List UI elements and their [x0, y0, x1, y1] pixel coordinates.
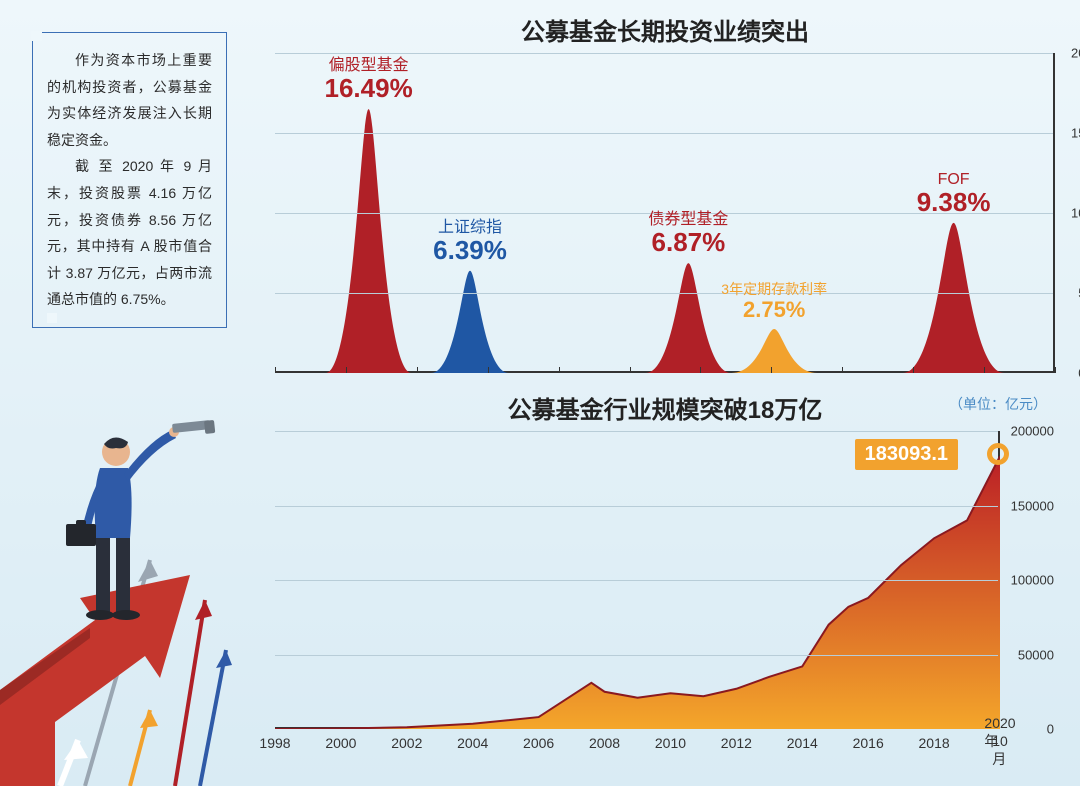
chart1-peak [431, 271, 509, 373]
chart2-xlabel: 2008 [589, 735, 620, 751]
chart2-xlabel: 2010 [655, 735, 686, 751]
chart1-xtick [559, 367, 560, 373]
chart1-gridline [275, 133, 1053, 134]
chart1-gridline [275, 293, 1053, 294]
chart2-ylabel: 200000 [1011, 424, 1054, 439]
chart1-plot: 0%5%10%15%20%偏股型基金16.49%上证综指6.39%债券型基金6.… [275, 53, 1055, 373]
chart1-xtick [630, 367, 631, 373]
chart1-peak-label: 债券型基金6.87% [648, 205, 728, 255]
chart2-gridline [275, 506, 998, 507]
chart2-ylabel: 50000 [1018, 647, 1054, 662]
chart1-ylabel: 20% [1071, 46, 1080, 61]
chart2-ylabel: 150000 [1011, 498, 1054, 513]
chart2-xlabel: 2000 [325, 735, 356, 751]
info-paragraph-2: 截 至 2020 年 9 月末，投资股票 4.16 万亿元，投资债券 8.56 … [47, 153, 212, 313]
chart1-xtick [488, 367, 489, 373]
chart1-xtick [771, 367, 772, 373]
chart2-area [275, 456, 1000, 729]
chart2-xlabel: 2006 [523, 735, 554, 751]
chart-scale: 公募基金行业规模突破18万亿 （单位：亿元） 183093.1 05000010… [275, 390, 1055, 760]
chart1-xtick [346, 367, 347, 373]
chart2-gridline [275, 580, 998, 581]
chart1-peak-label: 上证综指6.39% [433, 213, 507, 263]
chart2-gridline [275, 431, 998, 432]
chart1-peak-label: FOF9.38% [917, 171, 991, 215]
chart1-xtick [275, 367, 276, 373]
chart2-xlabel: 2012 [721, 735, 752, 751]
chart2-gridline [275, 655, 998, 656]
chart2-plot: 183093.1 0500001000001500002000001998200… [275, 431, 1000, 729]
chart2-xlabel-sub: 10月 [992, 733, 1008, 769]
chart1-peak-label: 3年定期存款利率2.75% [721, 279, 827, 321]
chart1-peak [326, 109, 412, 373]
chart2-ylabel: 0 [1047, 722, 1054, 737]
chart2-xlabel: 2016 [853, 735, 884, 751]
info-paragraph-1: 作为资本市场上重要的机构投资者，公募基金为实体经济发展注入长期稳定资金。 [47, 47, 212, 153]
chart1-peak-label: 偏股型基金16.49% [325, 51, 413, 101]
chart2-title: 公募基金行业规模突破18万亿 [275, 390, 1055, 425]
highlight-badge: 183093.1 [855, 439, 958, 470]
chart1-xtick [700, 367, 701, 373]
chart1-peak [646, 263, 732, 373]
chart1-xtick [913, 367, 914, 373]
chart2-xlabel: 2004 [457, 735, 488, 751]
chart2-xlabel: 2002 [391, 735, 422, 751]
businessman-arrow-illustration [0, 390, 285, 786]
chart1-ylabel: 15% [1071, 126, 1080, 141]
chart1-xtick [984, 367, 985, 373]
chart2-ylabel: 100000 [1011, 573, 1054, 588]
chart1-peak [731, 329, 817, 373]
chart2-xlabel: 2014 [787, 735, 818, 751]
chart-performance: 公募基金长期投资业绩突出 0%5%10%15%20%偏股型基金16.49%上证综… [275, 12, 1055, 377]
chart1-peak [903, 223, 1004, 373]
highlight-marker-icon [987, 443, 1009, 465]
chart2-xlabel: 2018 [919, 735, 950, 751]
chart1-title: 公募基金长期投资业绩突出 [275, 12, 1055, 47]
chart2-unit: （单位：亿元） [949, 394, 1047, 414]
info-box: 作为资本市场上重要的机构投资者，公募基金为实体经济发展注入长期稳定资金。 截 至… [32, 32, 227, 328]
chart1-xtick [842, 367, 843, 373]
chart1-xtick [417, 367, 418, 373]
chart1-xtick [1055, 367, 1056, 373]
chart1-ylabel: 10% [1071, 206, 1080, 221]
